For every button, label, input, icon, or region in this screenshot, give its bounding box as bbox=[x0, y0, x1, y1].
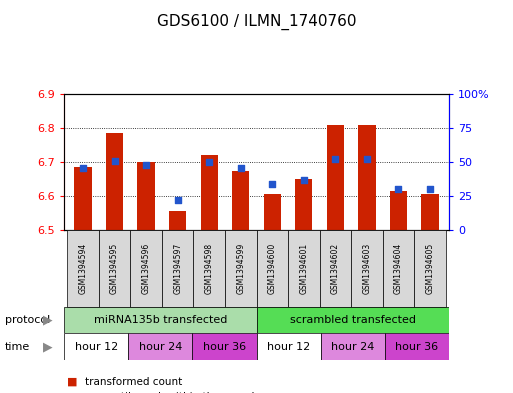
Text: ▶: ▶ bbox=[43, 313, 52, 327]
Text: ■: ■ bbox=[67, 376, 77, 387]
Point bbox=[110, 158, 119, 164]
Text: hour 24: hour 24 bbox=[139, 342, 182, 352]
Bar bbox=[74, 167, 92, 230]
Bar bbox=[256, 333, 321, 360]
Bar bbox=[137, 162, 155, 230]
Bar bbox=[169, 211, 186, 230]
Text: GSM1394603: GSM1394603 bbox=[362, 242, 371, 294]
Text: GSM1394600: GSM1394600 bbox=[268, 242, 277, 294]
Point bbox=[331, 156, 340, 163]
Bar bbox=[327, 125, 344, 230]
Text: percentile rank within the sample: percentile rank within the sample bbox=[85, 392, 261, 393]
Text: scrambled transfected: scrambled transfected bbox=[290, 315, 416, 325]
Text: hour 12: hour 12 bbox=[74, 342, 118, 352]
Bar bbox=[421, 194, 439, 230]
Point bbox=[205, 159, 213, 165]
Point bbox=[300, 176, 308, 183]
Bar bbox=[162, 230, 193, 307]
Bar bbox=[385, 333, 449, 360]
Bar bbox=[351, 230, 383, 307]
Text: ▶: ▶ bbox=[43, 340, 52, 353]
Text: GSM1394605: GSM1394605 bbox=[425, 242, 435, 294]
Bar bbox=[106, 133, 123, 230]
Bar bbox=[130, 230, 162, 307]
Point bbox=[173, 197, 182, 203]
Bar bbox=[358, 125, 376, 230]
Bar bbox=[288, 230, 320, 307]
Bar bbox=[295, 179, 312, 230]
Point bbox=[363, 156, 371, 163]
Bar bbox=[256, 307, 449, 333]
Bar bbox=[225, 230, 256, 307]
Bar bbox=[256, 230, 288, 307]
Point bbox=[268, 181, 277, 187]
Text: GSM1394601: GSM1394601 bbox=[299, 242, 308, 294]
Bar bbox=[67, 230, 99, 307]
Point bbox=[426, 186, 434, 193]
Bar bbox=[99, 230, 130, 307]
Bar bbox=[128, 333, 192, 360]
Text: GDS6100 / ILMN_1740760: GDS6100 / ILMN_1740760 bbox=[157, 14, 356, 30]
Text: hour 36: hour 36 bbox=[203, 342, 246, 352]
Bar bbox=[414, 230, 446, 307]
Bar bbox=[383, 230, 414, 307]
Bar bbox=[64, 333, 128, 360]
Text: GSM1394596: GSM1394596 bbox=[142, 242, 151, 294]
Text: protocol: protocol bbox=[5, 315, 50, 325]
Bar bbox=[193, 230, 225, 307]
Bar bbox=[390, 191, 407, 230]
Text: hour 24: hour 24 bbox=[331, 342, 374, 352]
Text: time: time bbox=[5, 342, 30, 352]
Bar bbox=[64, 307, 256, 333]
Text: GSM1394597: GSM1394597 bbox=[173, 242, 182, 294]
Text: miRNA135b transfected: miRNA135b transfected bbox=[94, 315, 227, 325]
Text: GSM1394598: GSM1394598 bbox=[205, 242, 214, 294]
Bar bbox=[201, 155, 218, 230]
Point bbox=[394, 186, 403, 193]
Point bbox=[236, 164, 245, 171]
Bar bbox=[264, 194, 281, 230]
Text: transformed count: transformed count bbox=[85, 376, 182, 387]
Bar bbox=[232, 171, 249, 230]
Text: hour 36: hour 36 bbox=[395, 342, 439, 352]
Text: GSM1394602: GSM1394602 bbox=[331, 242, 340, 294]
Text: GSM1394599: GSM1394599 bbox=[236, 242, 245, 294]
Text: GSM1394604: GSM1394604 bbox=[394, 242, 403, 294]
Text: GSM1394594: GSM1394594 bbox=[78, 242, 88, 294]
Bar bbox=[192, 333, 256, 360]
Text: ■: ■ bbox=[67, 392, 77, 393]
Point bbox=[142, 162, 150, 168]
Point bbox=[79, 164, 87, 171]
Bar bbox=[320, 230, 351, 307]
Bar bbox=[321, 333, 385, 360]
Text: hour 12: hour 12 bbox=[267, 342, 310, 352]
Text: GSM1394595: GSM1394595 bbox=[110, 242, 119, 294]
